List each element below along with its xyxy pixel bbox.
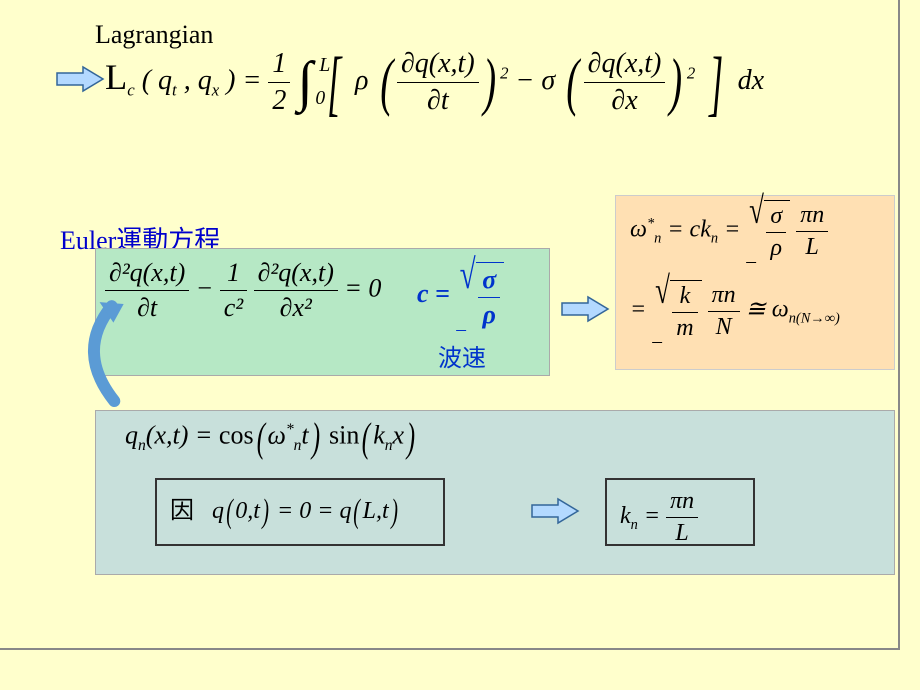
boundary-condition: 因 q(0,t) = 0 = q(L,t): [170, 490, 400, 527]
wave-speed-label: 波速: [438, 338, 486, 373]
lagrangian-equation: Lc ( qt , qx ) = 12 ∫0L [ ρ (∂q(x,t)∂t)2…: [105, 48, 764, 117]
arrow-icon: [55, 65, 105, 93]
wave-equation: ∂²q(x,t)∂t − 1c² ∂²q(x,t)∂x² = 0: [105, 258, 381, 323]
omega-equation: ω*n = ckn = √σρ πnL = √km πnN ≅ ωn(N→∞): [630, 200, 840, 342]
qn-equation: qn(x,t) = cos(ω*nt) sin(knx): [125, 420, 418, 455]
lagrangian-label: Lagrangian: [95, 20, 213, 50]
arrow-icon: [530, 497, 580, 525]
wave-speed-def: c = √σρ: [417, 262, 504, 330]
arrow-icon: [560, 295, 610, 323]
kn-equation: kn = πnL: [620, 488, 698, 547]
